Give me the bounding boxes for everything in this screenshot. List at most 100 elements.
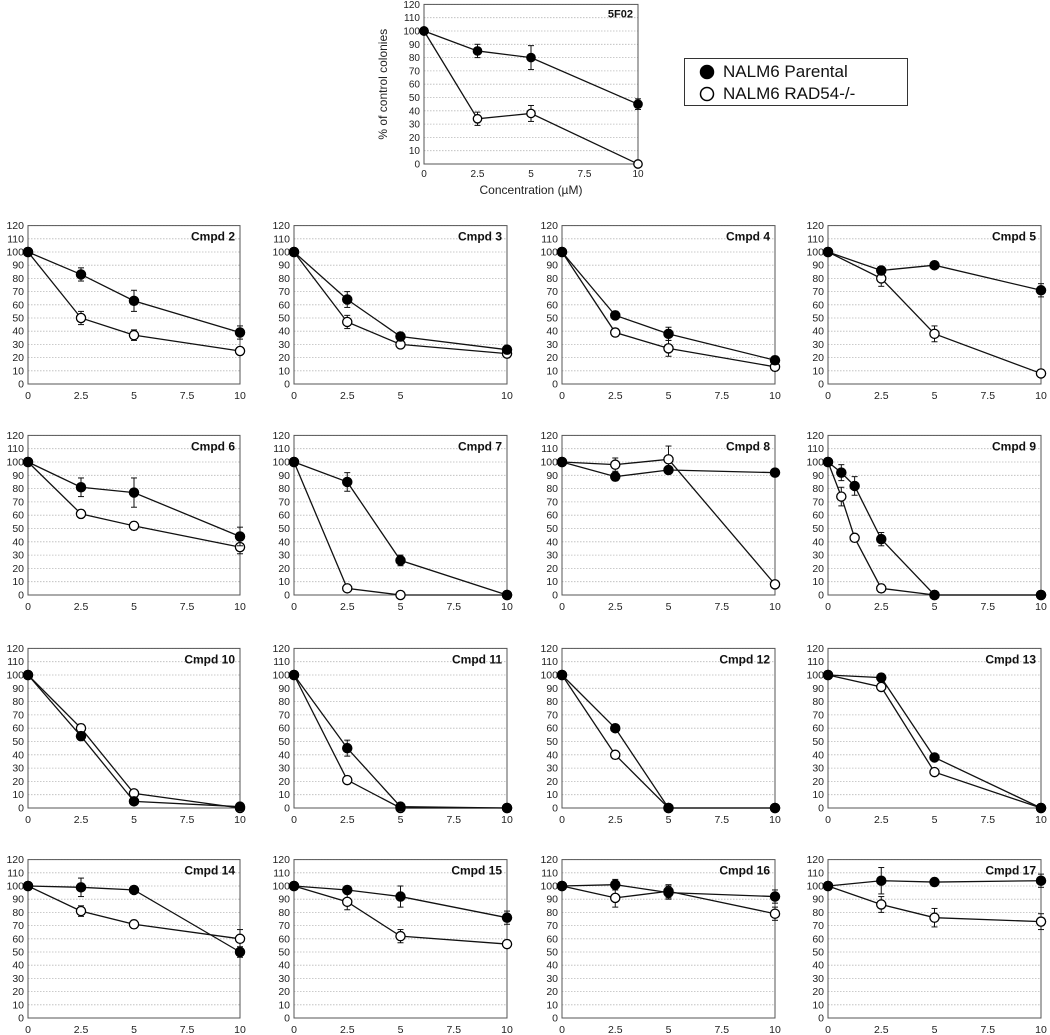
x-tick-label: 0 — [25, 814, 31, 826]
y-tick-label: 80 — [12, 907, 24, 919]
y-tick-label: 110 — [7, 656, 24, 668]
data-point-rad54 — [610, 459, 621, 470]
chart-title: Cmpd 8 — [726, 439, 770, 453]
data-point-parental — [288, 456, 300, 468]
y-tick-label: 10 — [12, 576, 24, 588]
data-point-rad54 — [341, 774, 353, 786]
y-tick-label: 50 — [278, 313, 290, 325]
x-tick-label: 7.5 — [980, 814, 995, 826]
y-tick-label: 70 — [278, 286, 290, 298]
x-tick-label: 10 — [632, 169, 644, 180]
y-axis-label: % of control colonies — [376, 29, 390, 140]
y-tick-label: 40 — [278, 749, 290, 761]
y-tick-label: 90 — [278, 894, 290, 906]
y-tick-label: 40 — [278, 326, 290, 338]
x-tick-label: 10 — [234, 390, 246, 402]
y-tick-label: 120 — [272, 430, 290, 442]
y-tick-label: 120 — [540, 854, 558, 866]
x-tick-label: 2.5 — [608, 814, 623, 826]
y-tick-label: 110 — [273, 443, 290, 455]
x-tick-label: 2.5 — [340, 601, 355, 613]
x-tick-label: 10 — [769, 814, 781, 826]
series-line-parental — [293, 251, 508, 351]
y-tick-label: 30 — [546, 339, 558, 351]
y-tick-label: 90 — [546, 683, 558, 695]
y-tick-label: 110 — [541, 867, 558, 879]
y-tick-label: 30 — [812, 973, 824, 985]
x-tick-label: 2.5 — [74, 814, 89, 826]
data-point-parental — [341, 884, 353, 896]
chart-title: Cmpd 14 — [184, 864, 235, 878]
y-tick-label: 10 — [278, 576, 290, 588]
y-tick-label: 50 — [409, 93, 421, 104]
plot-frame — [27, 225, 241, 385]
data-point-parental — [288, 246, 300, 258]
data-point-parental — [501, 589, 513, 601]
y-tick-label: 20 — [546, 352, 558, 364]
y-tick-label: 20 — [12, 986, 24, 998]
y-tick-label: 100 — [272, 881, 290, 893]
y-tick-label: 110 — [541, 233, 558, 245]
y-tick-label: 60 — [278, 723, 290, 735]
chart-title: Cmpd 11 — [452, 652, 502, 666]
y-tick-label: 100 — [272, 457, 290, 469]
y-tick-label: 30 — [12, 339, 24, 351]
x-tick-label: 2.5 — [340, 814, 355, 826]
y-tick-label: 50 — [278, 736, 290, 748]
series-line-parental — [561, 461, 776, 478]
x-tick-label: 2.5 — [874, 814, 889, 826]
y-tick-label: 10 — [812, 999, 824, 1011]
y-tick-label: 50 — [12, 947, 24, 959]
y-tick-label: 20 — [278, 563, 290, 575]
data-point-rad54 — [341, 316, 353, 328]
y-tick-label: 100 — [6, 457, 24, 469]
x-tick-label: 10 — [234, 814, 246, 826]
y-tick-label: 120 — [806, 220, 824, 232]
x-tick-label: 2.5 — [874, 601, 889, 613]
y-tick-label: 10 — [409, 146, 421, 157]
plot-frame — [293, 859, 508, 1019]
y-tick-label: 80 — [546, 483, 558, 495]
y-tick-label: 10 — [812, 789, 824, 801]
x-tick-label: 0 — [559, 814, 565, 826]
data-point-rad54 — [1035, 368, 1047, 379]
data-point-rad54 — [849, 532, 860, 544]
y-tick-label: 50 — [12, 523, 24, 535]
y-tick-label: 10 — [546, 365, 558, 377]
y-tick-label: 110 — [541, 656, 558, 668]
y-tick-label: 0 — [18, 590, 24, 602]
x-tick-label: 7.5 — [714, 601, 729, 613]
plot-frame — [561, 225, 776, 385]
y-tick-label: 60 — [812, 510, 824, 522]
chart-title: Cmpd 5 — [992, 230, 1036, 244]
y-tick-label: 50 — [12, 313, 24, 325]
data-point-parental — [1035, 875, 1047, 886]
series-line-rad54 — [27, 674, 241, 809]
data-point-parental — [1035, 589, 1047, 601]
x-tick-label: 10 — [234, 601, 246, 613]
y-tick-label: 120 — [6, 430, 24, 442]
y-tick-label: 100 — [6, 670, 24, 682]
y-tick-label: 0 — [552, 1013, 558, 1025]
y-tick-label: 0 — [284, 1013, 290, 1025]
y-tick-label: 70 — [12, 286, 24, 298]
y-tick-label: 80 — [278, 483, 290, 495]
data-point-rad54 — [876, 583, 887, 594]
y-tick-label: 60 — [12, 933, 24, 945]
chart-title: 5F02 — [608, 8, 633, 20]
data-point-parental — [501, 912, 513, 923]
series-line-parental — [293, 461, 508, 596]
series-line-rad54 — [423, 30, 639, 165]
x-tick-label: 5 — [398, 814, 404, 826]
y-tick-label: 70 — [409, 66, 421, 77]
y-tick-label: 70 — [546, 709, 558, 721]
data-point-rad54 — [929, 766, 940, 778]
x-tick-label: 2.5 — [340, 390, 355, 402]
y-tick-label: 120 — [403, 0, 420, 11]
series-line-rad54 — [827, 885, 1042, 923]
